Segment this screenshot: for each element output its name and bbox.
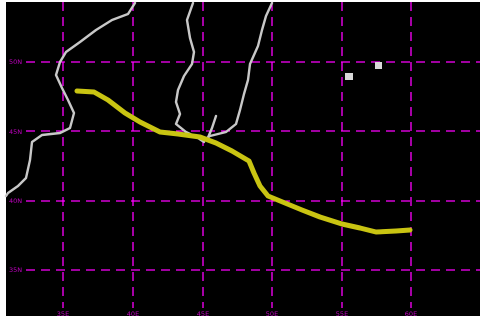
latitude-grid [26,61,480,271]
storm-track-line [74,88,413,235]
lat-label-50n: 50N [9,58,22,66]
islands [345,62,382,80]
lon-label-40e: 40E [127,310,139,318]
lat-label-35n: 35N [9,266,22,274]
east-coastline [202,1,274,142]
island-marker [375,62,382,69]
longitude-grid [62,2,412,308]
lon-label-50e: 50E [266,310,278,318]
lon-label-60e: 60E [405,310,417,318]
central-coastline [174,1,206,144]
latitude-labels: 50N 45N 40N 35N [9,58,22,274]
coastlines [4,1,274,198]
lon-label-45e: 45E [197,310,209,318]
west-coastline [4,1,137,198]
branch-coastline [205,114,218,142]
lon-label-35e: 35E [57,310,69,318]
lat-label-40n: 40N [9,197,22,205]
lon-label-55e: 55E [336,310,348,318]
island-marker [345,73,353,80]
longitude-labels: 35E 40E 45E 50E 55E 60E [57,310,417,318]
lat-label-45n: 45N [9,128,22,136]
